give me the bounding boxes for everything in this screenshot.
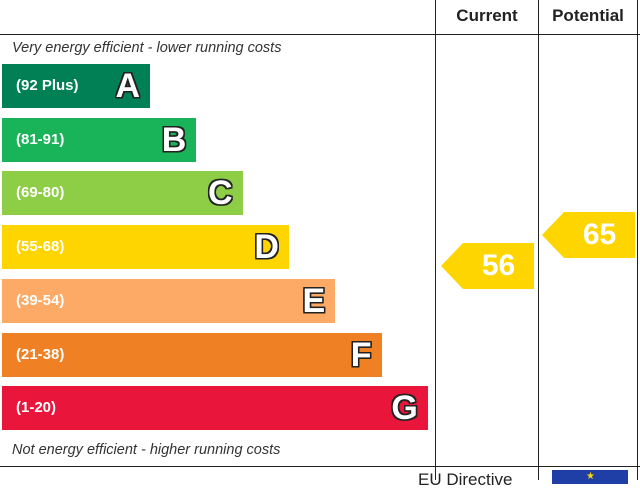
band-e: (39-54) E [2, 278, 336, 323]
bottom-caption: Not energy efficient - higher running co… [12, 442, 281, 458]
band-d: (55-68) D [2, 225, 289, 270]
band-a: (92 Plus) A [2, 64, 150, 108]
band-letter: B [161, 120, 187, 159]
current-rating-arrow: 56 [441, 242, 534, 289]
band-range-label: (55-68) [16, 238, 65, 256]
band-range-label: (1-20) [16, 399, 57, 417]
footer-rule [0, 466, 640, 467]
divider-current [435, 0, 436, 480]
band-range-label: (21-38) [16, 345, 65, 363]
divider-right [637, 0, 638, 480]
band-g: (1-20) G [2, 386, 428, 431]
top-caption: Very energy efficient - lower running co… [12, 40, 282, 56]
potential-rating-arrow: 65 [542, 212, 635, 259]
band-range-label: (81-91) [16, 130, 65, 148]
current-column-header: Current [456, 6, 518, 25]
band-letter: A [115, 67, 140, 105]
band-letter: D [254, 228, 279, 267]
potential-column-header: Potential [552, 6, 624, 25]
footer-text: EU Directive [418, 470, 513, 489]
band-letter: E [302, 281, 326, 320]
potential-rating-value: 65 [582, 218, 617, 252]
header-rule [0, 34, 640, 35]
band-range-label: (69-80) [16, 184, 65, 202]
band-letter: G [391, 389, 418, 428]
band-letter: C [208, 174, 233, 213]
band-f: (21-38) F [2, 332, 382, 377]
band-range-label: (39-54) [16, 291, 65, 309]
band-range-label: (92 Plus) [16, 77, 79, 94]
band-c: (69-80) C [2, 171, 243, 216]
band-letter: F [350, 335, 372, 374]
eu-flag-icon: ★ [552, 470, 628, 484]
divider-potential [538, 0, 539, 480]
band-b: (81-91) B [2, 117, 197, 162]
current-rating-value: 56 [481, 248, 516, 282]
